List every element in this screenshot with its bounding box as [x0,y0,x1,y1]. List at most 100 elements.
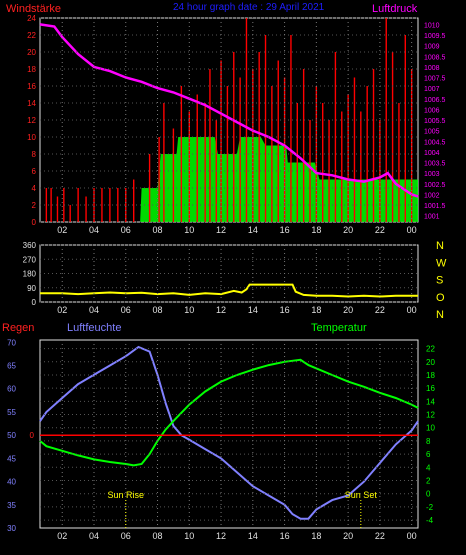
pressure-line [39,23,419,198]
compass-label: O [436,292,445,304]
humidity-tick-label: 45 [7,454,16,463]
x-tick-label: 08 [153,225,163,235]
direction-tick-label: 0 [32,298,37,307]
humidity-axis-title: Luftfeuchte [67,322,121,334]
x-tick-label: 18 [311,305,321,315]
humidity-tick-label: 60 [7,385,16,394]
x-tick-label: 08 [153,531,163,541]
pressure-tick-label: 1004 [424,150,440,157]
panel-title: 24 hour graph date : 29 April 2021 [173,2,325,13]
wind-pressure-ticks: 02468101214161820222410011001.510021002.… [27,14,445,235]
direction-tick-label: 270 [23,255,37,264]
temperature-tick-label: 10 [426,424,435,433]
x-tick-label: 12 [216,225,226,235]
pressure-tick-label: 1010 [424,22,440,29]
x-tick-label: 00 [407,531,417,541]
humidity-temperature-panel: Regen Luftfeuchte Temperatur 30354045505… [2,322,435,541]
x-tick-label: 00 [407,225,417,235]
pressure-tick-label: 1001.5 [424,203,446,210]
rain-tick-label: 0 [30,431,35,440]
humidity-tick-label: 55 [7,408,16,417]
pressure-tick-label: 1003 [424,171,440,178]
temperature-tick-label: 0 [426,490,431,499]
temperature-tick-label: 20 [426,358,435,367]
wind-tick-label: 22 [27,31,36,40]
direction-tick-label: 360 [23,241,37,250]
temperature-tick-label: -4 [426,516,434,525]
wind-pressure-plot-area [39,17,419,223]
x-tick-label: 02 [57,531,67,541]
pressure-tick-label: 1009 [424,44,440,51]
wind-tick-label: 18 [27,65,36,74]
x-tick-label: 18 [311,225,321,235]
pressure-tick-label: 1008.5 [424,54,446,61]
temperature-tick-label: -2 [426,503,434,512]
pressure-tick-label: 1002 [424,192,440,199]
x-tick-label: 20 [343,305,353,315]
pressure-tick-label: 1001 [424,214,440,221]
wind-average-area [40,137,418,222]
x-tick-label: 06 [121,305,131,315]
humidity-temperature-ticks: 30 35 40 45 50 55 60 65 70 -4 -2 02 4 6 8 10 12 14 16 18 20 2… [7,338,435,541]
temperature-line [39,358,419,467]
x-tick-label: 22 [375,225,385,235]
x-tick-label: 06 [121,225,131,235]
wind-tick-label: 6 [32,167,37,176]
temperature-tick-label: 18 [426,371,435,380]
pressure-tick-label: 1009.5 [424,33,446,40]
pressure-axis-title: Luftdruck [372,3,418,15]
humidity-tick-label: 30 [7,524,16,533]
sun-marker-label: Sun Rise [107,490,144,500]
x-tick-label: 18 [311,531,321,541]
humidity-tick-label: 40 [7,478,16,487]
humidity-tick-label: 35 [7,501,16,510]
humidity-tick-label: 65 [7,362,16,371]
pressure-tick-label: 1005.5 [424,118,446,125]
wind-tick-label: 8 [32,150,37,159]
x-tick-label: 04 [89,225,99,235]
wind-tick-label: 2 [32,201,37,210]
x-tick-label: 12 [216,531,226,541]
x-tick-label: 16 [280,225,290,235]
temperature-tick-label: 14 [426,397,435,406]
sun-marker-label: Sun Set [345,490,378,500]
temperature-tick-label: 8 [426,437,431,446]
wind-tick-label: 12 [27,116,36,125]
temperature-tick-label: 16 [426,384,435,393]
x-tick-label: 00 [407,305,417,315]
pressure-tick-label: 1003.5 [424,161,446,168]
x-tick-label: 10 [184,225,194,235]
direction-tick-label: 180 [23,270,37,279]
pressure-tick-label: 1007.5 [424,76,446,83]
pressure-tick-label: 1008 [424,65,440,72]
wind-tick-label: 0 [32,218,37,227]
x-tick-label: 22 [375,531,385,541]
x-tick-label: 02 [57,225,67,235]
humidity-temperature-plot-area [39,339,419,529]
x-tick-label: 02 [57,305,67,315]
humidity-tick-label: 70 [7,338,16,347]
x-tick-label: 10 [184,531,194,541]
x-tick-label: 10 [184,305,194,315]
pressure-tick-label: 1005 [424,129,440,136]
pressure-tick-label: 1004.5 [424,139,446,146]
x-tick-label: 04 [89,305,99,315]
x-tick-label: 14 [248,225,258,235]
direction-tick-label: 90 [27,284,36,293]
humidity-tick-label: 50 [7,431,16,440]
x-tick-label: 14 [248,305,258,315]
rain-axis-title: Regen [2,322,34,334]
x-tick-label: 04 [89,531,99,541]
x-tick-label: 14 [248,531,258,541]
wind-tick-label: 10 [27,133,36,142]
x-tick-label: 20 [343,531,353,541]
wind-axis-title: Windstärke [6,3,61,15]
wind-tick-label: 14 [27,99,36,108]
wind-tick-label: 4 [32,184,37,193]
compass-label: W [436,257,447,269]
humidity-line [39,345,419,520]
temperature-tick-label: 6 [426,450,431,459]
temperature-tick-label: 4 [426,463,431,472]
